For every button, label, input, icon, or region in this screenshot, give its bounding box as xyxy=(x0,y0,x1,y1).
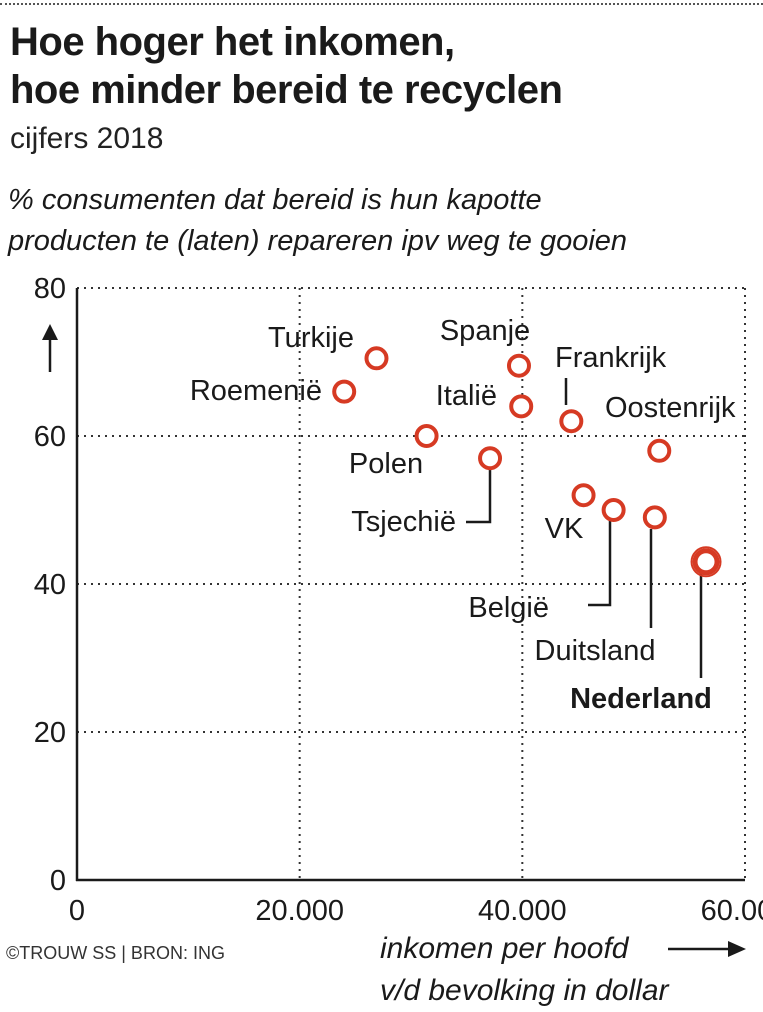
leader-line-belgië xyxy=(588,521,612,607)
y-tick-label-80: 80 xyxy=(34,273,66,305)
leader-line-tsjechië xyxy=(466,468,492,524)
y-arrow-head xyxy=(42,324,58,340)
data-point-frankrijk xyxy=(559,409,584,434)
y-tick-label-0: 0 xyxy=(50,865,66,897)
point-label-belgië: België xyxy=(468,592,549,624)
data-point-duitsland xyxy=(642,505,667,530)
x-arrow-head xyxy=(728,941,746,957)
data-point-tsjechië xyxy=(478,446,503,471)
point-label-roemenië: Roemenië xyxy=(190,375,322,407)
y-axis-title: % consumenten dat bereid is hun kapotte … xyxy=(8,180,753,262)
page-title: Hoe hoger het inkomen, hoe minder bereid… xyxy=(10,18,750,114)
data-point-nederland xyxy=(692,548,720,576)
data-point-oostenrijk xyxy=(647,438,672,463)
point-label-frankrijk: Frankrijk xyxy=(555,342,667,374)
x-axis-title: inkomen per hoofd v/d bevolking in dolla… xyxy=(380,928,755,1012)
point-label-spanje: Spanje xyxy=(440,315,530,347)
point-label-oostenrijk: Oostenrijk xyxy=(605,392,736,424)
data-point-italië xyxy=(509,394,534,419)
point-label-tsjechië: Tsjechië xyxy=(351,506,456,538)
data-point-nederland-ring xyxy=(690,546,722,578)
y-axis-title-line-2: producten te (laten) repareren ipv weg t… xyxy=(8,225,628,257)
x-tick-label-40000: 40.000 xyxy=(478,895,567,927)
source-credit: ©TROUW SS | BRON: ING xyxy=(6,943,225,963)
point-label-duitsland: Duitsland xyxy=(535,635,656,667)
data-point-spanje xyxy=(506,353,531,378)
y-tick-label-20: 20 xyxy=(34,717,66,749)
title-line-1: Hoe hoger het inkomen, xyxy=(10,20,455,64)
point-label-italië: Italië xyxy=(436,380,497,412)
y-tick-label-40: 40 xyxy=(34,569,66,601)
point-label-turkije: Turkije xyxy=(268,322,354,354)
point-label-vk: VK xyxy=(545,513,584,545)
point-label-polen: Polen xyxy=(349,448,423,480)
y-axis-title-line-1: % consumenten dat bereid is hun kapotte xyxy=(8,184,542,216)
x-axis-title-line-2: v/d bevolking in dollar xyxy=(380,974,669,1007)
top-dotted-rule xyxy=(0,3,763,5)
data-point-polen xyxy=(414,424,439,448)
x-axis-title-line-1: inkomen per hoofd xyxy=(380,932,629,965)
x-tick-label-20000: 20.000 xyxy=(255,895,344,927)
subtitle: cijfers 2018 xyxy=(10,122,164,155)
x-tick-label-60000: 60.000 xyxy=(701,895,763,927)
data-point-vk xyxy=(571,483,596,508)
x-tick-label-0: 0 xyxy=(69,895,85,927)
point-label-nederland: Nederland xyxy=(570,683,712,715)
data-point-turkije xyxy=(364,346,389,371)
data-point-belgië xyxy=(601,498,626,522)
data-point-roemenië xyxy=(332,379,357,404)
y-tick-label-60: 60 xyxy=(34,421,66,453)
title-line-2: hoe minder bereid te recyclen xyxy=(10,68,563,112)
